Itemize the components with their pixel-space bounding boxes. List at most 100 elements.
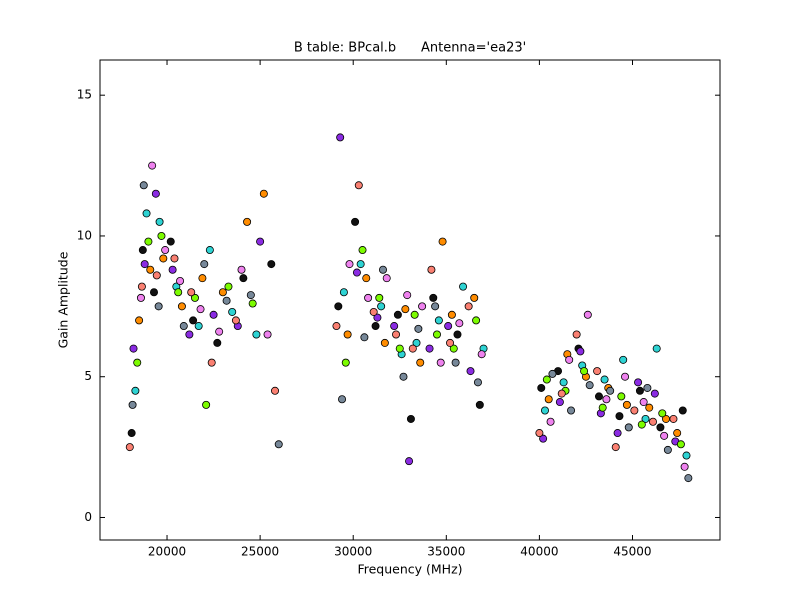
data-point bbox=[334, 302, 343, 311]
data-point bbox=[390, 322, 399, 331]
data-point bbox=[539, 434, 548, 443]
data-point bbox=[405, 457, 414, 466]
plot-frame bbox=[99, 59, 721, 541]
data-point bbox=[617, 392, 626, 401]
data-point bbox=[656, 423, 665, 432]
data-point bbox=[464, 302, 473, 311]
data-point bbox=[341, 358, 350, 367]
data-point bbox=[263, 330, 272, 339]
data-point bbox=[427, 265, 436, 274]
data-point bbox=[228, 307, 237, 316]
data-point bbox=[459, 282, 468, 291]
data-point bbox=[406, 414, 415, 423]
data-point bbox=[622, 400, 631, 409]
data-point bbox=[354, 181, 363, 190]
data-point bbox=[248, 299, 257, 308]
data-point bbox=[537, 383, 546, 392]
data-point bbox=[259, 189, 268, 198]
data-point bbox=[555, 398, 564, 407]
x-tick-label: 35000 bbox=[427, 545, 465, 559]
data-point bbox=[600, 375, 609, 384]
data-point bbox=[382, 274, 391, 283]
data-point bbox=[131, 386, 140, 395]
data-point bbox=[470, 293, 479, 302]
data-point bbox=[447, 310, 456, 319]
data-point bbox=[224, 282, 233, 291]
data-point bbox=[332, 322, 341, 331]
data-point bbox=[624, 423, 633, 432]
data-point bbox=[673, 429, 682, 438]
data-point bbox=[472, 316, 481, 325]
data-point bbox=[209, 310, 218, 319]
data-point bbox=[431, 302, 440, 311]
data-point bbox=[641, 414, 650, 423]
data-point bbox=[127, 429, 136, 438]
data-point bbox=[222, 296, 231, 305]
data-point bbox=[179, 322, 188, 331]
data-point bbox=[168, 265, 177, 274]
data-point bbox=[170, 254, 179, 263]
data-point bbox=[613, 429, 622, 438]
data-point bbox=[451, 358, 460, 367]
data-point bbox=[352, 268, 361, 277]
data-point bbox=[125, 443, 134, 452]
data-point bbox=[660, 431, 669, 440]
data-point bbox=[455, 319, 464, 328]
data-point bbox=[658, 409, 667, 418]
data-point bbox=[339, 288, 348, 297]
data-point bbox=[643, 383, 652, 392]
data-point bbox=[429, 293, 438, 302]
data-point bbox=[274, 440, 283, 449]
data-point bbox=[380, 338, 389, 347]
data-point bbox=[157, 231, 166, 240]
data-point bbox=[375, 293, 384, 302]
data-point bbox=[166, 237, 175, 246]
data-point bbox=[362, 274, 371, 283]
data-point bbox=[559, 378, 568, 387]
data-point bbox=[137, 282, 146, 291]
data-point bbox=[416, 358, 425, 367]
data-point bbox=[142, 209, 151, 218]
data-point bbox=[540, 406, 549, 415]
data-point bbox=[438, 237, 447, 246]
data-point bbox=[151, 189, 160, 198]
data-point bbox=[567, 406, 576, 415]
data-point bbox=[598, 403, 607, 412]
data-point bbox=[663, 445, 672, 454]
data-point bbox=[155, 217, 164, 226]
data-point bbox=[645, 403, 654, 412]
data-point bbox=[336, 133, 345, 142]
data-point bbox=[379, 265, 388, 274]
data-point bbox=[237, 265, 246, 274]
data-point bbox=[630, 406, 639, 415]
data-point bbox=[177, 302, 186, 311]
data-point bbox=[684, 474, 693, 483]
data-point bbox=[190, 293, 199, 302]
data-point bbox=[395, 344, 404, 353]
data-point bbox=[594, 392, 603, 401]
data-point bbox=[138, 246, 147, 255]
data-point bbox=[343, 330, 352, 339]
data-point bbox=[393, 310, 402, 319]
data-point bbox=[128, 400, 137, 409]
data-point bbox=[161, 246, 170, 255]
data-point bbox=[408, 344, 417, 353]
data-point bbox=[139, 181, 148, 190]
data-point bbox=[678, 406, 687, 415]
x-tick-label: 45000 bbox=[613, 545, 651, 559]
data-point bbox=[392, 330, 401, 339]
data-point bbox=[475, 400, 484, 409]
data-point bbox=[477, 350, 486, 359]
data-point bbox=[271, 386, 280, 395]
data-point bbox=[580, 367, 589, 376]
data-point bbox=[243, 217, 252, 226]
plot-area bbox=[125, 133, 693, 483]
data-point bbox=[194, 322, 203, 331]
data-point bbox=[200, 260, 209, 269]
data-point bbox=[410, 310, 419, 319]
data-point bbox=[231, 316, 240, 325]
data-point bbox=[377, 302, 386, 311]
data-point bbox=[403, 291, 412, 300]
x-tick-label: 30000 bbox=[334, 545, 372, 559]
data-point bbox=[218, 288, 227, 297]
